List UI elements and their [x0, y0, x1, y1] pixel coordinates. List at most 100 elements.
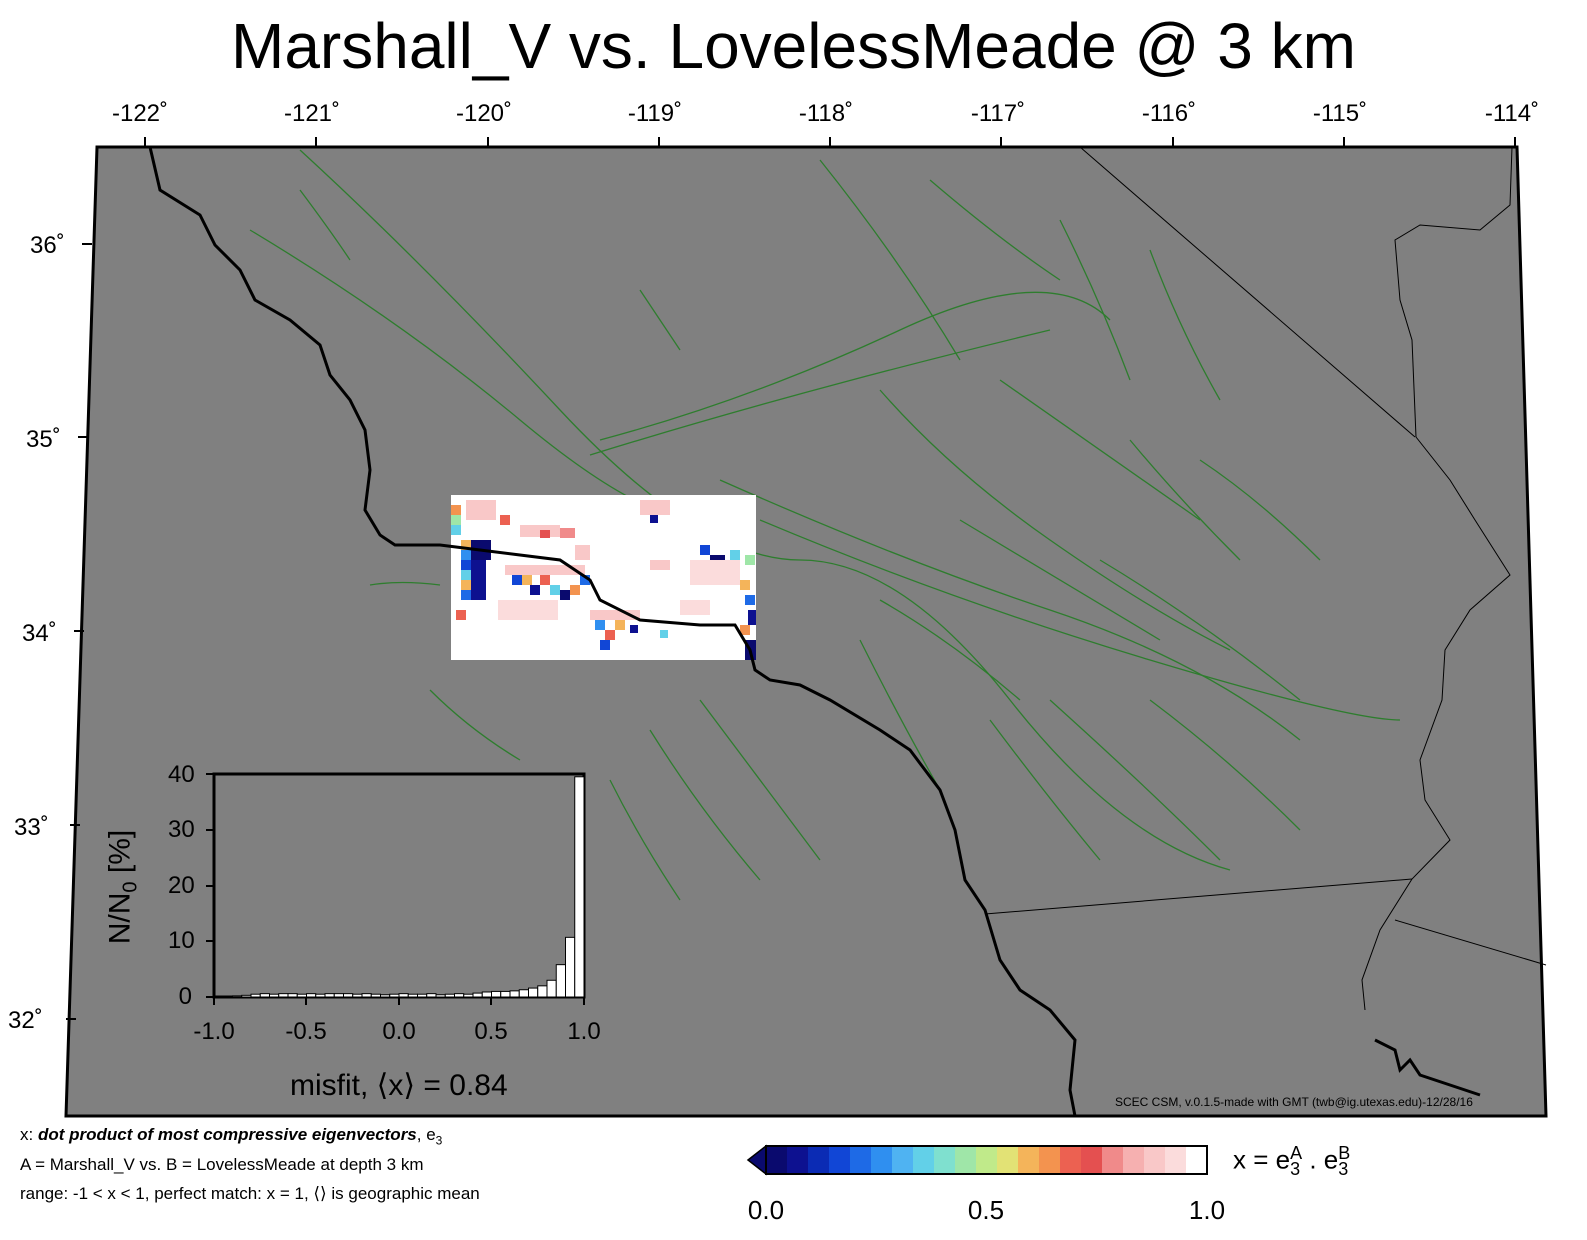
- histogram-bar: [370, 993, 381, 998]
- histogram-bar: [463, 993, 474, 998]
- fault-traces: [249, 149, 1401, 901]
- colorbar-cell: [1018, 1146, 1040, 1174]
- histogram-ticks: [206, 773, 585, 1005]
- colorbar-label: x = e3A . e3B: [1233, 1143, 1351, 1179]
- lat-label: 32˚: [8, 1007, 43, 1034]
- histogram-bar: [444, 993, 455, 998]
- lon-label: -119˚: [627, 100, 683, 127]
- legend-line-2: A = Marshall_V vs. B = LovelessMeade at …: [20, 1155, 424, 1174]
- colorbar-cell: [871, 1146, 893, 1174]
- colorbar: [766, 1146, 1208, 1174]
- colorbar-cell: [976, 1146, 998, 1174]
- colorbar-cell: [787, 1146, 809, 1174]
- lon-label: -115˚: [1312, 100, 1368, 127]
- histogram-bar: [389, 993, 400, 998]
- colorbar-cell: [997, 1146, 1019, 1174]
- histogram-bar: [259, 993, 270, 998]
- colorbar-cell: [766, 1146, 788, 1174]
- histogram-bar: [537, 985, 548, 998]
- colorbar-tick: 0.0: [747, 1195, 785, 1225]
- histogram-bar: [574, 776, 585, 998]
- histogram-bar: [296, 993, 307, 998]
- histogram-bar: [454, 993, 465, 998]
- lat-label: 34˚: [22, 620, 57, 647]
- colorbar-lower-triangle: [746, 1144, 767, 1176]
- map-credit: SCEC CSM, v.0.1.5-made with GMT (twb@ig.…: [1115, 1095, 1473, 1109]
- state-borders: [984, 146, 1547, 1011]
- lon-label: -120˚: [455, 100, 513, 127]
- colorbar-cell: [955, 1146, 977, 1174]
- histogram-bar: [269, 993, 280, 998]
- lat-label: 35˚: [26, 426, 61, 453]
- histogram-bar: [380, 994, 391, 998]
- histogram-bar: [333, 993, 344, 998]
- histogram-bar: [324, 993, 335, 998]
- histogram-bar: [518, 989, 529, 998]
- coastline: [148, 146, 1077, 1117]
- hist-y-tick: 30: [168, 816, 195, 843]
- misfit-histogram: [206, 772, 586, 1005]
- lon-label: -114˚: [1484, 100, 1540, 127]
- colorbar-tick: 0.5: [967, 1195, 1005, 1225]
- lat-label: 36˚: [30, 232, 65, 259]
- colorbar-cell: [934, 1146, 956, 1174]
- hist-y-tick: 40: [168, 761, 195, 788]
- histogram-bar: [241, 994, 252, 998]
- histogram-bar: [343, 993, 354, 998]
- histogram-bar: [278, 993, 289, 998]
- histogram-bar: [232, 995, 243, 998]
- coastline-baja-fragment: [1374, 1038, 1481, 1097]
- lat-label: 33˚: [14, 814, 49, 841]
- hist-x-axis-label: misfit, ⟨x⟩ = 0.84: [290, 1069, 508, 1102]
- histogram-bar: [435, 994, 446, 998]
- colorbar-frame: [765, 1145, 1208, 1175]
- histogram-bar: [472, 992, 483, 998]
- colorbar-cell: [1060, 1146, 1082, 1174]
- lon-label: -116˚: [1141, 100, 1197, 127]
- histogram-bar: [361, 993, 372, 998]
- colorbar-cell: [850, 1146, 872, 1174]
- histogram-bar: [481, 991, 492, 998]
- hist-x-tick: 0.5: [474, 1018, 508, 1045]
- lon-label: -118˚: [798, 100, 854, 127]
- histogram-bar: [315, 993, 326, 998]
- colorbar-cell: [1039, 1146, 1061, 1174]
- hist-y-tick: 0: [178, 983, 192, 1010]
- histogram-bar: [509, 990, 520, 998]
- histogram-bar: [491, 990, 502, 998]
- hist-x-tick: 1.0: [567, 1018, 601, 1045]
- histogram-bar: [250, 993, 261, 998]
- colorbar-cell: [1102, 1146, 1124, 1174]
- colorbar-cell: [808, 1146, 830, 1174]
- histogram-bars: [232, 776, 585, 998]
- histogram-bar: [306, 993, 317, 998]
- histogram-bar: [528, 987, 539, 998]
- hist-x-tick: 0.0: [382, 1018, 416, 1045]
- histogram-bar: [287, 993, 298, 998]
- colorbar-cell: [1123, 1146, 1145, 1174]
- colorbar-cell: [829, 1146, 851, 1174]
- lon-label: -121˚: [283, 100, 341, 127]
- colorbar-cell: [1144, 1146, 1166, 1174]
- histogram-bar: [417, 993, 428, 998]
- histogram-bar: [426, 993, 437, 998]
- colorbar-cell: [892, 1146, 914, 1174]
- misfit-grid: [451, 495, 756, 660]
- colorbar-cell: [1081, 1146, 1103, 1174]
- histogram-bar: [352, 993, 363, 998]
- colorbar-tick: 1.0: [1188, 1195, 1226, 1225]
- histogram-bar: [407, 993, 418, 998]
- hist-x-tick: -1.0: [193, 1018, 235, 1045]
- map-title: Marshall_V vs. LovelessMeade @ 3 km: [231, 10, 1356, 82]
- hist-y-axis-label: N/N0 [%]: [103, 829, 142, 945]
- legend-line-3: range: -1 < x < 1, perfect match: x = 1,…: [20, 1184, 480, 1203]
- lon-label: -122˚: [111, 100, 169, 127]
- colorbar-cell: [1165, 1146, 1187, 1174]
- histogram-bar: [500, 990, 511, 998]
- map-frame-ticks: [66, 137, 1516, 1020]
- histogram-bar: [555, 964, 566, 998]
- histogram-bar: [398, 993, 409, 998]
- legend-line-1: x: dot product of most compressive eigen…: [20, 1125, 443, 1148]
- lon-label: -117˚: [970, 100, 1026, 127]
